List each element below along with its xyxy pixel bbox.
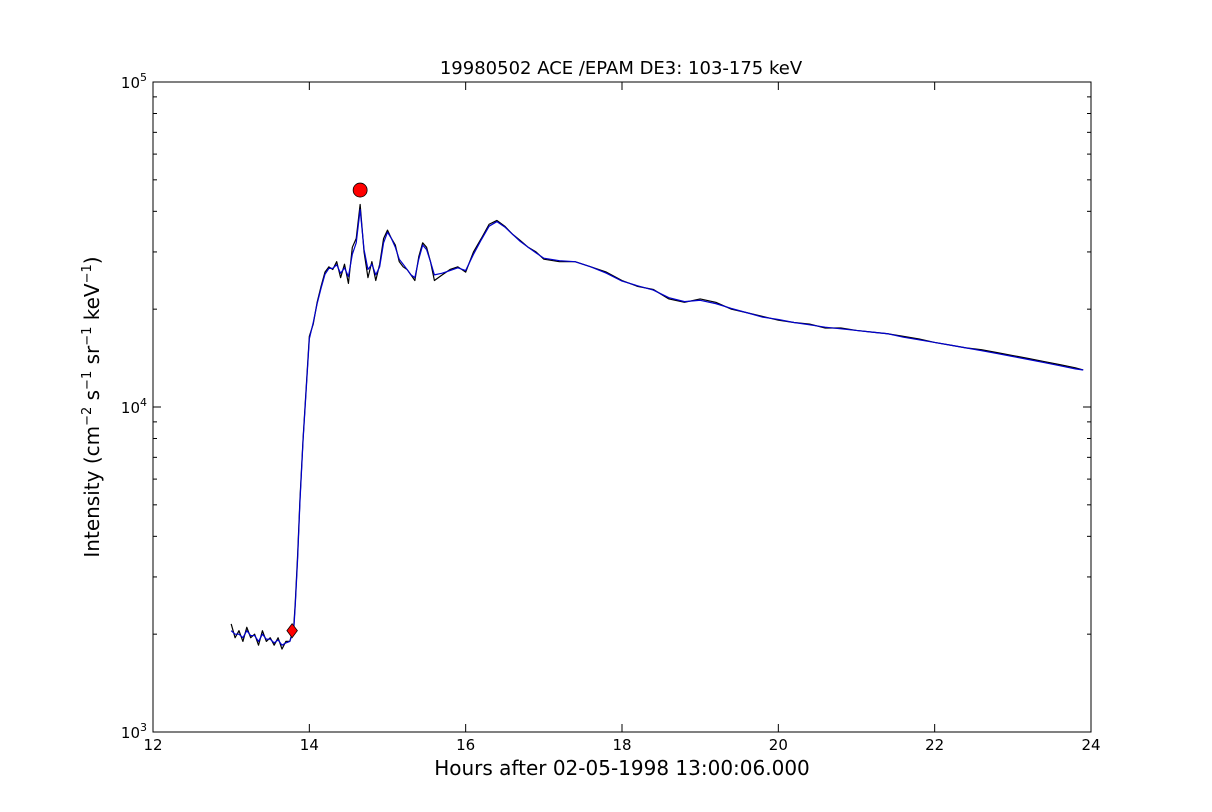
x-tick-label: 22 [925, 736, 944, 754]
series-layer [230, 203, 1084, 650]
y-axis-label: Intensity (cm−2 s−1 sr−1 keV−1) [80, 256, 104, 557]
x-axis: 12 14 16 18 20 22 24 [143, 82, 1101, 754]
chart-title: 19980502 ACE /EPAM DE3: 103-175 keV [440, 58, 803, 79]
x-tick-label: 24 [1081, 736, 1100, 754]
x-tick-label: 16 [456, 736, 475, 754]
y-axis: 103 104 105 [121, 71, 1091, 742]
x-tick-label: 20 [769, 736, 788, 754]
y-tick-label: 103 [121, 721, 147, 742]
peak-marker [352, 182, 368, 198]
y-tick-label: 104 [121, 396, 147, 417]
x-tick-label: 14 [300, 736, 319, 754]
series-line-2 [230, 208, 1084, 646]
x-tick-label: 12 [143, 736, 162, 754]
marker-layer [286, 182, 368, 639]
x-tick-label: 18 [612, 736, 631, 754]
y-tick-label: 105 [121, 71, 147, 92]
onset-marker [286, 623, 298, 639]
x-axis-label: Hours after 02-05-1998 13:00:06.000 [434, 756, 810, 780]
